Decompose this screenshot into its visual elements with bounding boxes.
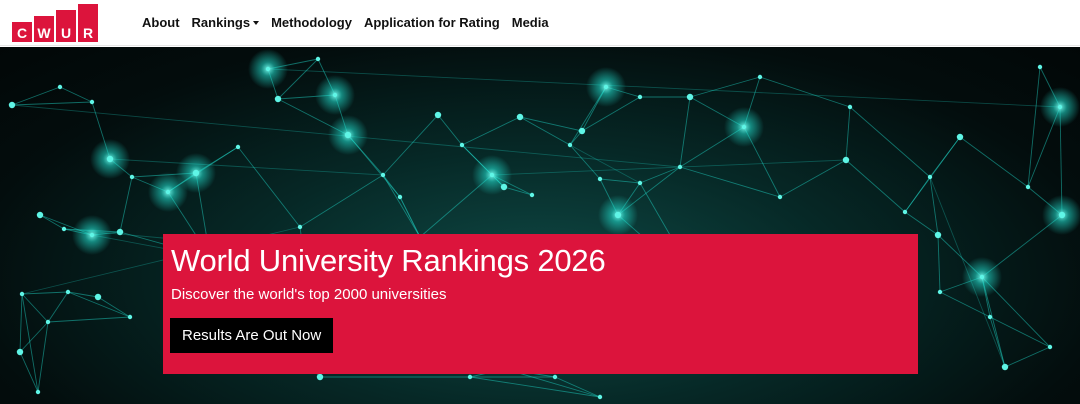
hero-banner: World University Rankings 2026 Discover … xyxy=(0,47,1080,404)
caret-down-icon xyxy=(253,21,260,25)
nav-media[interactable]: Media xyxy=(512,15,549,30)
nav-media-label: Media xyxy=(511,15,549,30)
rankings-promo-panel: World University Rankings 2026 Discover … xyxy=(163,234,918,374)
logo-letter-c: C xyxy=(17,25,27,41)
nav-methodology[interactable]: Methodology xyxy=(271,15,352,30)
logo-letter-u: U xyxy=(61,25,71,41)
logo-letter-w: W xyxy=(37,25,51,41)
nav-about[interactable]: About xyxy=(142,15,180,30)
cwur-logo[interactable]: C W U R xyxy=(12,4,100,42)
promo-title: World University Rankings 2026 xyxy=(171,243,606,278)
nav-application-label: Application for Rating xyxy=(363,15,500,30)
top-navbar: C W U R About Rankings Methodology Appli… xyxy=(0,0,1080,46)
results-out-now-button[interactable]: Results Are Out Now xyxy=(170,318,334,353)
nav-methodology-label: Methodology xyxy=(271,15,352,30)
nav-rankings-label: Rankings xyxy=(191,15,251,30)
nav-about-label: About xyxy=(142,15,180,30)
nav-application-for-rating[interactable]: Application for Rating xyxy=(364,15,500,30)
network-background-image xyxy=(8,49,1080,400)
logo-letter-r: R xyxy=(83,25,93,41)
promo-subtitle: Discover the world's top 2000 universiti… xyxy=(171,286,447,303)
nav-rankings-dropdown[interactable]: Rankings xyxy=(192,15,260,30)
main-nav: About Rankings Methodology Application f… xyxy=(142,15,561,30)
